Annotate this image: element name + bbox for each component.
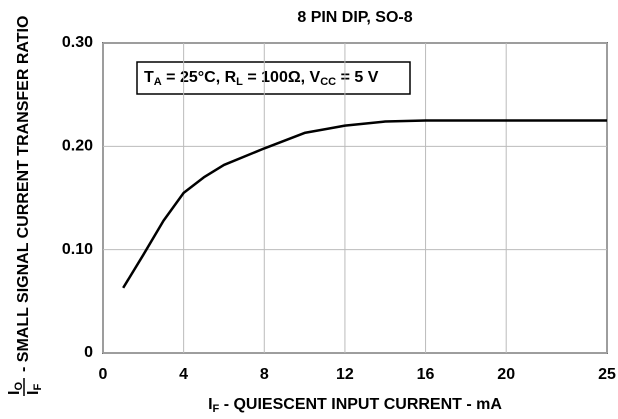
x-tick-label: 12 — [336, 366, 354, 383]
y-label-text: - SMALL SIGNAL CURRENT TRANSFER RATIO — [15, 16, 32, 372]
text-part: T — [144, 69, 154, 86]
text-part: - QUIESCENT INPUT CURRENT - mA — [219, 396, 502, 413]
subscript: CC — [320, 76, 336, 88]
subscript: F — [32, 384, 44, 391]
text-part: = 25°C, R — [162, 69, 237, 86]
x-tick-label: 25 — [598, 366, 616, 383]
chart-title: 8 PIN DIP, SO-8 — [297, 9, 412, 26]
x-tick-label: 0 — [99, 366, 108, 383]
subscript: L — [236, 76, 243, 88]
subscript: F — [213, 403, 220, 415]
annotation-box — [136, 61, 411, 95]
text-part: I — [25, 391, 42, 395]
x-tick-label: 8 — [260, 366, 269, 383]
y-tick-label: 0.30 — [62, 34, 93, 51]
y-tick-label: 0 — [84, 344, 93, 361]
y-tick-label: 0.20 — [62, 138, 93, 155]
data-line — [122, 119, 607, 289]
y-label-denominator: IF — [25, 384, 44, 395]
subscript: A — [154, 76, 162, 88]
text-part: I — [6, 391, 23, 395]
text-part: = 5 V — [336, 69, 379, 86]
subscript: O — [13, 382, 25, 391]
x-tick-label: 4 — [179, 366, 188, 383]
text-part: = 100Ω, V — [243, 69, 321, 86]
y-label-numerator: IO — [6, 382, 25, 395]
x-tick-label: 20 — [497, 366, 515, 383]
annotation: TA = 25°C, RL = 100Ω, VCC = 5 V — [144, 69, 379, 88]
x-axis-label: IF - QUIESCENT INPUT CURRENT - mA — [208, 396, 502, 415]
y-tick-label: 0.10 — [62, 241, 93, 258]
x-tick-label: 16 — [417, 366, 435, 383]
text-part: I — [208, 396, 212, 413]
